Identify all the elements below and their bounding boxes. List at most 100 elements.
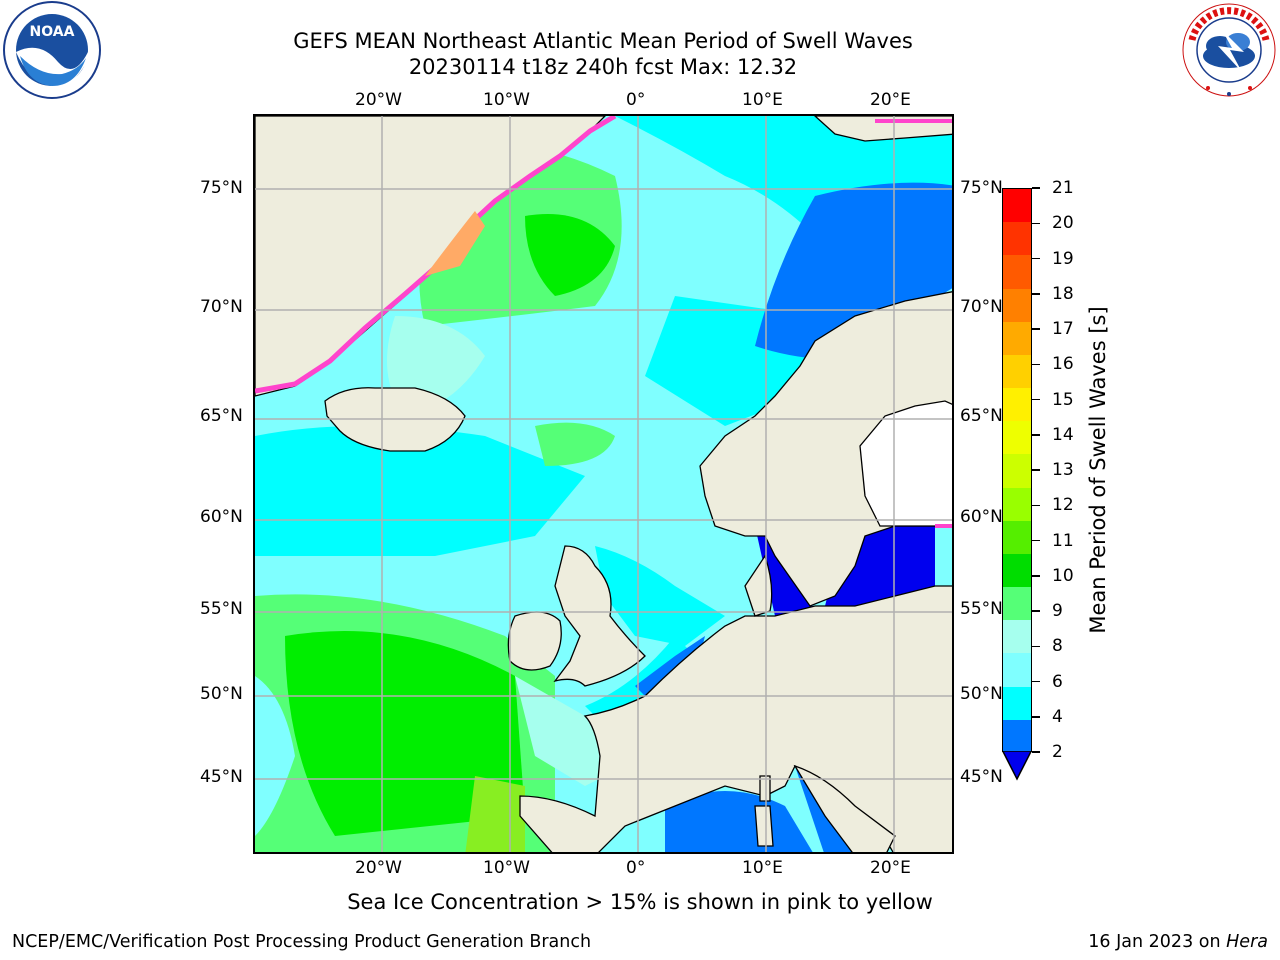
colorbar-segment	[1003, 587, 1031, 621]
land-denmark	[744, 554, 773, 617]
colorbar-tick	[1032, 610, 1040, 612]
lon-label-top: 20°E	[870, 90, 911, 110]
colorbar-tick	[1032, 434, 1040, 436]
land-ireland	[507, 611, 562, 671]
colorbar	[1002, 188, 1032, 754]
lon-label-bottom: 10°W	[483, 858, 530, 878]
ocean-field	[465, 776, 525, 852]
colorbar-segment	[1003, 288, 1031, 323]
lon-label-bottom: 10°E	[742, 858, 783, 878]
colorbar-tick-label: 4	[1052, 706, 1063, 727]
colorbar-segment	[1003, 321, 1031, 356]
colorbar-tick	[1032, 575, 1040, 577]
lat-label-right: 55°N	[960, 599, 1003, 619]
chart-subtitle: 20230114 t18z 240h fcst Max: 12.32	[408, 55, 798, 79]
colorbar-tick-label: 20	[1052, 213, 1074, 234]
ocean-field	[285, 631, 525, 836]
lat-label-left: 75°N	[200, 178, 243, 198]
colorbar-segment	[1003, 421, 1031, 455]
ocean-field	[515, 676, 625, 786]
colorbar-tick-label: 11	[1052, 530, 1074, 551]
colorbar-tick-label: 6	[1052, 671, 1063, 692]
lat-label-left: 60°N	[200, 507, 243, 527]
colorbar-tick-label: 18	[1052, 283, 1074, 304]
svg-text:NOAA: NOAA	[30, 24, 75, 40]
footer-host: Hera	[1226, 932, 1268, 952]
chart-title: GEFS MEAN Northeast Atlantic Mean Period…	[293, 29, 913, 53]
colorbar-tick-label: 13	[1052, 460, 1074, 480]
colorbar-segment	[1003, 189, 1031, 223]
colorbar-tick	[1032, 257, 1040, 260]
lat-label-left: 65°N	[200, 406, 243, 426]
colorbar-title: Mean Period of Swell Waves [s]	[1086, 306, 1110, 634]
ocean-field	[595, 546, 725, 646]
lon-label-top: 10°W	[483, 90, 530, 110]
ocean-field	[665, 791, 813, 852]
colorbar-segment	[1003, 553, 1031, 588]
lat-label-right: 65°N	[960, 406, 1003, 426]
colorbar-tick-label: 17	[1052, 319, 1074, 339]
lat-label-left: 45°N	[200, 767, 243, 787]
land-europe	[519, 585, 952, 852]
lon-label-bottom: 0°	[626, 858, 646, 878]
lat-label-right: 60°N	[960, 507, 1003, 527]
lat-label-right: 70°N	[960, 297, 1003, 317]
colorbar-tick	[1032, 716, 1040, 718]
colorbar-tick-label: 8	[1052, 636, 1063, 657]
footer-date-text: 16 Jan 2023 on	[1088, 932, 1227, 952]
colorbar-segment	[1003, 620, 1031, 654]
ocean-field	[525, 214, 615, 296]
lon-label-bottom: 20°E	[870, 858, 911, 878]
colorbar-tick-label: 2	[1052, 742, 1063, 762]
colorbar-tick	[1032, 398, 1040, 401]
colorbar-segment	[1003, 454, 1031, 489]
footer-date: 16 Jan 2023 on Hera	[1088, 932, 1268, 952]
colorbar-tick-label: 15	[1052, 389, 1074, 410]
colorbar-segment	[1003, 354, 1031, 389]
ocean-field	[255, 426, 585, 556]
colorbar-segment	[1003, 388, 1031, 422]
colorbar-tick-label: 12	[1052, 495, 1074, 516]
map-panel	[253, 114, 954, 854]
land-bothnia-water	[859, 400, 952, 527]
lon-label-top: 10°E	[742, 90, 783, 110]
land-sardinia	[754, 805, 774, 847]
lon-label-top: 0°	[626, 90, 646, 110]
colorbar-segment	[1003, 653, 1031, 688]
noaa-logo: NOAA	[3, 1, 101, 99]
colorbar-tick	[1032, 504, 1040, 506]
national-weather-service-logo	[1182, 3, 1276, 97]
colorbar-tick	[1032, 751, 1040, 753]
lat-label-left: 70°N	[200, 297, 243, 317]
land-scandinavia	[699, 291, 952, 607]
land-italy	[793, 764, 896, 852]
footer-credit: NCEP/EMC/Verification Post Processing Pr…	[12, 932, 592, 952]
colorbar-tick	[1032, 187, 1040, 189]
land-britain	[553, 545, 646, 687]
colorbar-extend-triangle	[1002, 751, 1032, 781]
lon-label-bottom: 20°W	[355, 858, 402, 878]
colorbar-tick	[1032, 293, 1040, 295]
colorbar-segment	[1003, 719, 1031, 754]
colorbar-segment	[1003, 520, 1031, 555]
colorbar-tick-label: 10	[1052, 565, 1074, 586]
lat-label-right: 45°N	[960, 767, 1003, 787]
colorbar-tick	[1032, 222, 1040, 224]
sea-ice-edge	[255, 116, 952, 528]
colorbar-tick-label: 14	[1052, 424, 1074, 445]
lat-label-right: 50°N	[960, 684, 1003, 704]
ice-band	[425, 211, 485, 276]
colorbar-tick	[1032, 680, 1040, 683]
colorbar-tick-label: 16	[1052, 354, 1074, 375]
colorbar-tick-label: 9	[1052, 601, 1063, 621]
map-canvas	[255, 116, 952, 852]
colorbar-segment	[1003, 255, 1031, 290]
colorbar-tick	[1032, 328, 1040, 330]
colorbar-tick-label: 21	[1052, 178, 1074, 198]
lat-label-left: 55°N	[200, 599, 243, 619]
lon-label-top: 20°W	[355, 90, 402, 110]
lat-label-left: 50°N	[200, 684, 243, 704]
ocean-field	[255, 676, 295, 836]
colorbar-tick	[1032, 645, 1040, 647]
ocean-field	[535, 422, 615, 466]
